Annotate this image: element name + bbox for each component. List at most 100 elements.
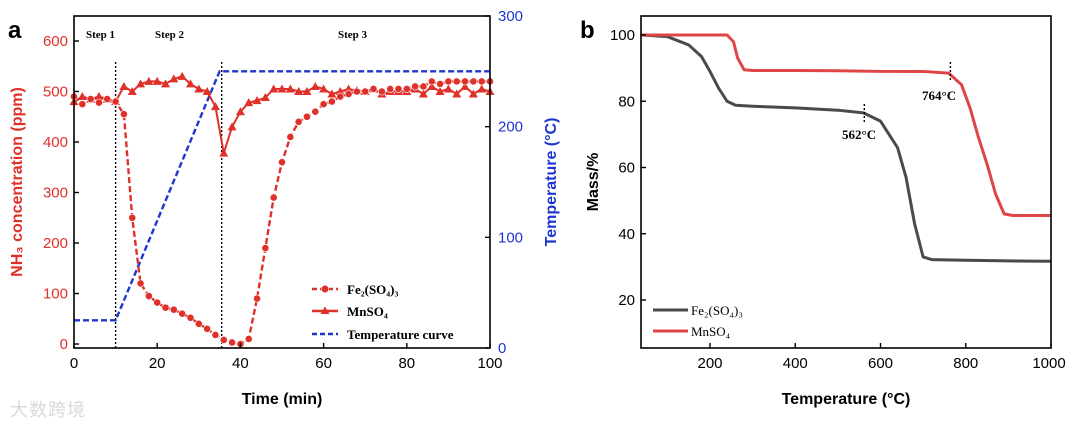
- mnso4-point: [468, 89, 478, 98]
- fe2so43-point: [444, 77, 453, 86]
- fe2so43-point: [369, 85, 378, 93]
- mnso4-point: [277, 84, 287, 93]
- fe2so43-point: [228, 338, 236, 347]
- mnso4-point: [435, 87, 445, 95]
- fe2so43-point: [361, 87, 370, 96]
- fe2so43-point: [136, 279, 145, 288]
- legend-mn-marker: [320, 306, 330, 314]
- fe2so43-point: [244, 335, 253, 343]
- mnso4-point: [460, 81, 470, 90]
- mnso4-point: [185, 79, 195, 88]
- fe2so43-point: [78, 100, 87, 109]
- mnso4-point: [252, 96, 262, 105]
- fe2so43-point: [461, 77, 469, 86]
- panel-b-frame: [640, 15, 1052, 349]
- fe2so43-point: [386, 85, 395, 93]
- fe2so43-point: [328, 97, 336, 106]
- panel-b-x-tick-label: 800: [953, 355, 978, 372]
- step-2-label: Step 2: [155, 29, 185, 41]
- mnso4-point: [202, 87, 212, 95]
- panel-b-y-tick-label: 100: [610, 27, 635, 44]
- mnso4-point: [335, 87, 345, 95]
- panel-a-x-tick-label: 60: [315, 355, 332, 372]
- panel-b-y-tick-label: 40: [618, 226, 635, 243]
- mnso4-point: [452, 89, 462, 98]
- mnso4-point: [327, 89, 337, 98]
- panel-a-left-tick-label: 100: [43, 286, 68, 303]
- legend-temperature-label: Temperature curve: [347, 327, 454, 342]
- step-3-label: Step 3: [338, 29, 368, 41]
- panel-b-y-axis-title: Mass/%: [585, 153, 602, 212]
- fe2so43-point: [111, 97, 120, 106]
- fe2so43-point: [469, 77, 478, 86]
- panel-b-x-tick-label: 400: [783, 355, 808, 372]
- panel-a-right-tick-label: 200: [498, 119, 523, 136]
- panel-b-y-tick-label: 80: [618, 93, 635, 110]
- mnso4-point: [94, 92, 104, 101]
- fe2so43-point: [394, 85, 403, 93]
- panel-b-x-axis-title: Temperature (°C): [782, 391, 911, 408]
- fe2so43-point: [253, 294, 261, 303]
- mnso4-point: [169, 74, 179, 83]
- panel-b-x-tick-label: 600: [868, 355, 893, 372]
- fe2so43-point: [219, 336, 228, 344]
- mnso4-point: [344, 84, 354, 93]
- mnso4-point: [427, 81, 437, 90]
- mnso4-point: [260, 93, 270, 102]
- panel-a-legend: Fe₂(SO₄)₃ MnSO₄ Temperature curve: [312, 282, 454, 342]
- fe2so43-point: [261, 244, 270, 252]
- mnso4-point: [77, 92, 87, 101]
- panel-a-x-tick-label: 40: [232, 355, 249, 372]
- fe2so43-point: [402, 85, 411, 93]
- panel-a-frame: [73, 15, 491, 349]
- panel-a-left-tick-label: 200: [43, 235, 68, 252]
- mnso4-point: [418, 89, 428, 98]
- fe2so43-point: [211, 331, 220, 339]
- mnso4-point: [177, 71, 187, 80]
- mnso4-point: [210, 102, 220, 111]
- mnso4-point: [227, 122, 237, 131]
- panel-a-left-axis-title: NH₃ concentration (ppm): [9, 87, 26, 277]
- fe2so43-point: [352, 87, 361, 96]
- fe2so43-point: [144, 292, 153, 300]
- panel-b-legend: Fe₂(SO₄)₃ MnSO₄: [653, 303, 743, 339]
- panel-b-x-tick-label: 1000: [1032, 355, 1065, 372]
- mnso4-point: [302, 87, 312, 95]
- mnso4-point: [127, 87, 137, 95]
- fe2so43-point: [128, 213, 137, 222]
- panel-a-right-tick-label: 0: [498, 340, 506, 357]
- panel-b-x-tick-label: 200: [697, 355, 722, 372]
- step-1-label: Step 1: [86, 29, 115, 41]
- fe2so43-point: [86, 95, 95, 103]
- fe2so43-point: [377, 87, 386, 96]
- annotation-562: 562°C: [842, 127, 876, 142]
- fe2so43-point: [269, 193, 278, 202]
- fe2so43-point: [95, 98, 103, 107]
- fe2so43-point: [178, 309, 187, 318]
- panel-a-x-tick-label: 80: [398, 355, 415, 372]
- mnso4-point: [219, 148, 229, 157]
- mnso4-point: [443, 84, 453, 93]
- panel-a-left-tick-label: 500: [43, 84, 68, 101]
- legend-mn-label: MnSO₄: [347, 304, 388, 319]
- panel-a-right-axis-title: Temperature (°C): [543, 118, 560, 247]
- panel-b-letter: b: [580, 17, 595, 44]
- mnso4-point: [477, 84, 487, 93]
- fe2so43-point: [103, 95, 112, 103]
- panel-a-chart: a 0 20 40 60 80 10001002003004005006000100200…: [8, 8, 560, 408]
- fe2so43-point: [452, 77, 461, 86]
- legend-fe-marker: [320, 284, 330, 294]
- mnso4-point: [310, 81, 320, 90]
- fe2so43-point: [278, 158, 286, 167]
- fe2so43-point: [477, 77, 486, 86]
- fe2so43-point: [286, 133, 295, 141]
- panel-a-right-tick-label: 100: [498, 229, 523, 246]
- fe2so43-point: [344, 90, 353, 98]
- fe2so43-point: [203, 324, 212, 333]
- panel-b-y-tick-label: 60: [618, 160, 635, 177]
- mnso4-tga-curve: [641, 33, 1051, 218]
- mnso4-point: [319, 84, 329, 93]
- fe2so43-point: [411, 82, 420, 91]
- watermark: 大数跨境: [10, 400, 86, 421]
- panel-a-x-tick-label: 0: [70, 355, 78, 372]
